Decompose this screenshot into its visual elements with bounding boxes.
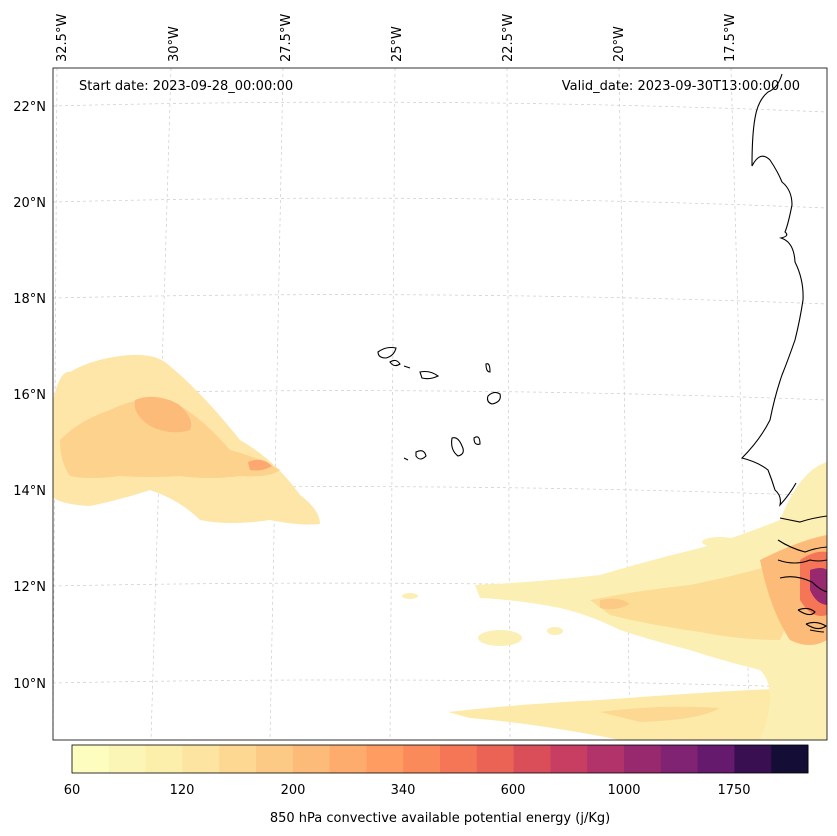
cape-region-east-small-5	[702, 537, 738, 547]
colorbar-segment	[329, 745, 367, 773]
colorbar-segment	[403, 745, 441, 773]
colorbar-tick-label: 1000	[607, 783, 640, 798]
lon-label-group: 32.5°W 30°W 27.5°W 25°W 22.5°W 20°W 17.5…	[55, 14, 738, 62]
lat-label: 10°N	[13, 677, 46, 692]
colorbar-border	[71, 744, 809, 774]
cape-region-west-inner	[60, 398, 280, 478]
lat-label: 16°N	[13, 388, 46, 403]
colorbar-segment	[72, 745, 110, 773]
colorbar-segment	[256, 745, 294, 773]
colorbar-label: 850 hPa convective available potential e…	[270, 811, 610, 826]
island-fogo	[415, 450, 427, 460]
colorbar-segment	[550, 745, 588, 773]
colorbar-tick-label: 120	[170, 783, 195, 798]
island-brava	[403, 457, 409, 461]
colorbar-tick-label: 200	[281, 783, 306, 798]
island-maio	[473, 436, 481, 445]
colorbar-segment	[734, 745, 772, 773]
colorbar-ticks: 60 120 200 340 600 1000 1750	[64, 783, 751, 798]
island-santiago	[451, 437, 464, 457]
cape-region-east-max	[810, 568, 827, 605]
colorbar-segment	[476, 745, 515, 773]
senegal-gambia-coast	[777, 515, 828, 593]
guinea-bissau-islands	[797, 607, 827, 633]
island-santo-antao	[377, 346, 397, 359]
lat-label-group: 22°N 20°N 18°N 16°N 14°N 12°N 10°N	[13, 100, 46, 692]
colorbar-segment	[660, 745, 699, 773]
africa-coast	[740, 73, 804, 507]
island-santa-luzia	[403, 365, 411, 369]
colorbar-segment	[440, 745, 478, 773]
colorbar-segment	[292, 745, 331, 773]
island-sal	[485, 363, 491, 373]
colorbar-segment	[108, 745, 147, 773]
colorbar-segment	[513, 745, 551, 773]
cape-region-east-small-1	[600, 598, 630, 610]
island-sao-vicente	[389, 359, 401, 367]
lon-label: 22.5°W	[501, 14, 516, 62]
lon-label: 27.5°W	[279, 14, 294, 62]
cape-region-east-small-4	[547, 627, 563, 635]
cape-region-east-mid	[590, 560, 794, 640]
cape-region-south-core	[600, 706, 720, 722]
island-boa-vista	[486, 391, 501, 405]
cape-region-west-spot	[248, 459, 272, 471]
cape-field	[53, 354, 827, 740]
colorbar	[72, 745, 809, 773]
lat-label: 22°N	[13, 100, 46, 115]
island-sao-nicolau	[419, 370, 440, 380]
colorbar-tick-label: 340	[391, 783, 416, 798]
colorbar-segment	[366, 745, 404, 773]
colorbar-segment	[145, 745, 183, 773]
lat-label: 20°N	[13, 196, 46, 211]
colorbar-segment	[697, 745, 735, 773]
lon-label: 30°W	[167, 26, 182, 62]
colorbar-segment	[587, 745, 625, 773]
coastline	[377, 73, 828, 633]
colorbar-tick-label: 1750	[717, 783, 750, 798]
colorbar-tick-label: 60	[64, 783, 81, 798]
lat-label: 14°N	[13, 484, 46, 499]
map-border	[52, 67, 828, 741]
lon-label: 20°W	[612, 26, 627, 62]
cape-region-east-small-3	[478, 630, 522, 646]
lon-label: 25°W	[390, 26, 405, 62]
valid-date-label: Valid_date: 2023-09-30T13:00:00.00	[562, 79, 800, 94]
colorbar-tick-label: 600	[501, 783, 526, 798]
cape-region-east-small-2	[402, 593, 418, 599]
cape-region-west-core	[134, 396, 192, 433]
colorbar-segment	[219, 745, 257, 773]
lat-label: 18°N	[13, 292, 46, 307]
colorbar-segment	[624, 745, 662, 773]
lon-label: 17.5°W	[723, 14, 738, 62]
start-date-label: Start date: 2023-09-28_00:00:00	[79, 79, 293, 94]
colorbar-segment	[182, 745, 220, 773]
colorbar-segment	[771, 745, 809, 773]
lat-label: 12°N	[13, 580, 46, 595]
lon-label: 32.5°W	[55, 14, 70, 62]
